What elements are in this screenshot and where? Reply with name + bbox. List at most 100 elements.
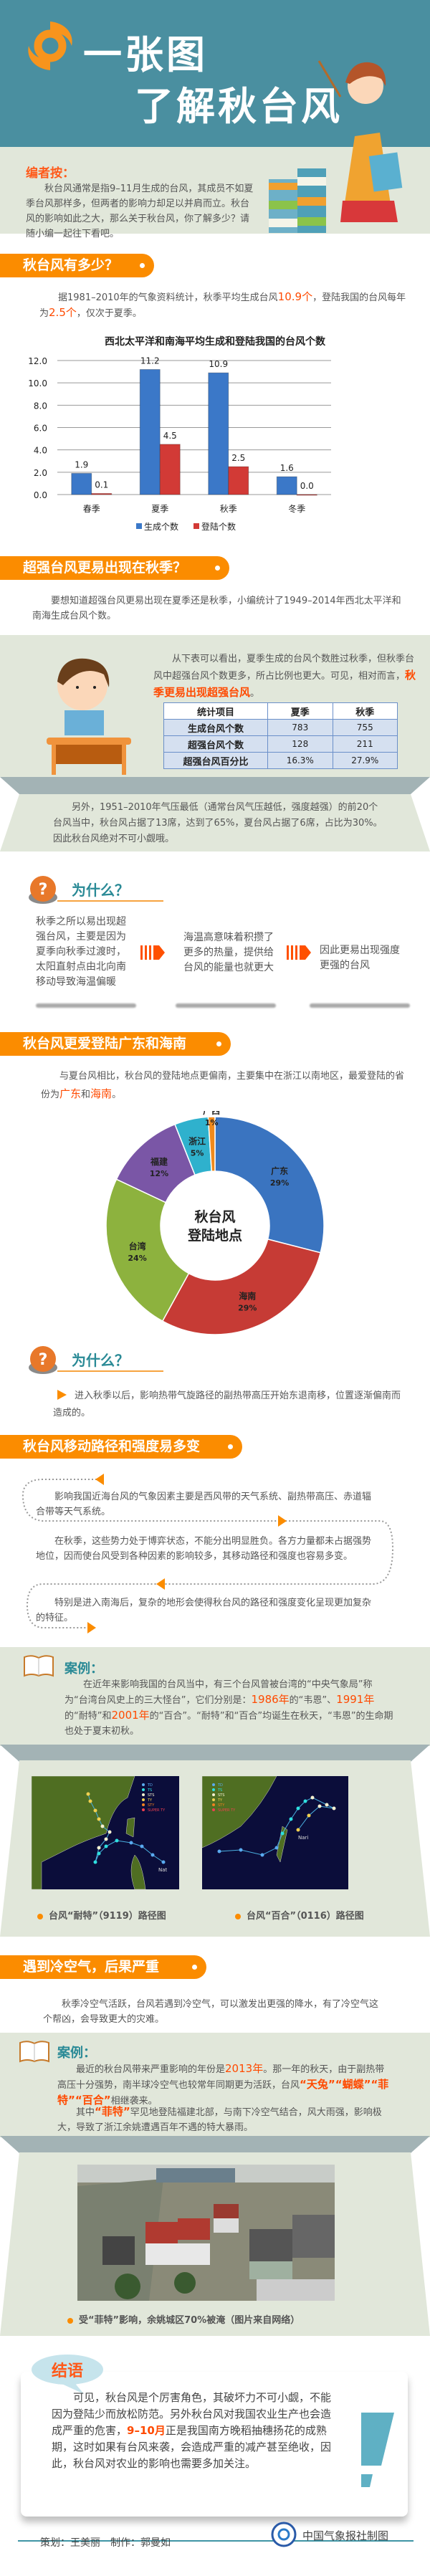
table-row: 生成台风个数 783 755: [163, 719, 398, 736]
section-heading-how-many: 秋台风有多少？: [0, 254, 154, 277]
text-segment: 罕见地登陆福建北部，与南下冷空气结合，风大雨强，影响极大，导致了浙江余姚遭遇百年…: [57, 2107, 382, 2133]
legend-label: 登陆个数: [201, 521, 236, 532]
slice-label: 广东: [271, 1165, 288, 1176]
text-segment: 。那一年的秋天，由于副热带高压十分强势，南半球冷空气也较常年同期更为活跃，台风: [57, 2064, 385, 2091]
speech-bubble: [32, 2355, 103, 2394]
legend-dot: [142, 1793, 145, 1796]
section-heading-landing: 秋台风更爱登陆广东和海南: [0, 1032, 231, 1056]
open-book-icon: [19, 2041, 49, 2063]
photo-caption: 受“菲特”影响，余姚城区70%被淹（图片来自网络）: [67, 2312, 300, 2326]
section2-paragraph: 要想知道超强台风更易出现在夏季还是秋季，小编统计了1949–2014年西北太平洋…: [32, 596, 401, 621]
section-heading-text: 秋台风有多少？: [23, 257, 119, 273]
donut-center-label: 登陆地点: [187, 1227, 242, 1244]
dot-icon: [192, 1965, 197, 1970]
track-point: [239, 1848, 243, 1852]
track-point: [303, 1799, 307, 1803]
track-point: [115, 1838, 119, 1843]
highlight-text: 9–10月: [127, 2424, 166, 2437]
arrow-right-icon: [287, 945, 311, 960]
text-segment: 其中: [76, 2107, 95, 2118]
bullet-icon: [235, 1913, 241, 1919]
bar-生成个数: [71, 472, 92, 495]
data-label: 1.9: [75, 459, 88, 469]
track-point: [93, 1860, 97, 1864]
track-point: [104, 1844, 108, 1848]
map-land: [201, 1776, 277, 1848]
track-point: [325, 1803, 329, 1807]
table-cell: 783: [267, 719, 333, 736]
table-cell: 128: [267, 735, 333, 753]
legend-dot: [142, 1803, 145, 1806]
highlight-text: 10.9个: [277, 290, 313, 303]
slice-label: 浙江: [188, 1136, 206, 1147]
section5-paragraph: 秋季冷空气活跃，台风若遇到冷空气，可以激发出更强的降水，有了冷空气这个帮凶，会导…: [43, 1999, 379, 2025]
table-cell: 16.3%: [267, 752, 333, 769]
boy-at-desk-illustration: [47, 658, 131, 775]
table-cell: 超强台风百分比: [163, 752, 268, 769]
track-point: [296, 1828, 300, 1832]
legend-label: TY: [147, 1798, 153, 1803]
why-underline: [57, 900, 163, 902]
donut-center-label: 秋台风: [194, 1208, 235, 1225]
section-heading-text: 遇到冷空气，后果严重: [23, 1959, 160, 1975]
bar-登陆个数: [159, 444, 181, 495]
reason-step-3: 因此更易出现强度更强的台风: [320, 945, 400, 971]
text-segment: 据1981–2010年的气象资料统计，秋季平均生成台风: [58, 292, 278, 303]
legend-dot: [212, 1783, 215, 1786]
play-triangle-icon: [57, 1390, 67, 1400]
bar-chart: 0.0 2.0 4.0 6.0 8.0 10.0 12.0 1.9 0.1 春季 11.2 4.5 夏季…: [28, 356, 331, 532]
exclamation-icon: [361, 2413, 394, 2487]
track-point: [88, 1799, 92, 1803]
y-tick-label: 10.0: [28, 378, 47, 388]
flow-text-3: 特别是进入南海后，复杂的地形会使得秋台风的路径和强度变化呈现更加复杂的特征。: [36, 1598, 372, 1623]
legend-label: TD: [217, 1783, 223, 1788]
why-title: 为什么？: [72, 882, 129, 899]
y-tick-label: 2.0: [34, 468, 47, 478]
cma-logo-icon: [271, 2522, 297, 2547]
typhoon-name-label: Nari: [298, 1835, 308, 1841]
x-tick-label: 夏季: [151, 504, 168, 514]
text-segment: 的“韦恩”、: [289, 1695, 337, 1706]
track-point: [289, 1817, 293, 1821]
slice-value: 29%: [270, 1178, 289, 1188]
dot-icon: [228, 1444, 233, 1449]
data-label: 11.2: [140, 356, 160, 366]
section-heading-super-typhoon: 超强台风更易出现在秋季？: [0, 556, 229, 580]
table-cell: 生成台风个数: [163, 719, 268, 736]
track-point: [296, 1806, 300, 1811]
text-segment: 在近年来影响我国的台风当中，有三个台风曾被台湾的“中央气象局”称为“台湾台风史上…: [64, 1679, 373, 1706]
legend-dot: [212, 1803, 215, 1806]
legend-label: STY: [218, 1803, 225, 1808]
slice-label: 广西: [203, 1111, 220, 1116]
donut-slice-海南: [161, 1238, 322, 1335]
bullet-icon: [37, 1913, 43, 1919]
highlight-text: 2.5个: [49, 306, 77, 319]
legend-dot: [212, 1793, 215, 1796]
track-point: [260, 1853, 264, 1857]
track-point: [274, 1846, 279, 1850]
dotted-flow-path: [22, 1474, 394, 1633]
title-line-1: 一张图: [83, 32, 208, 77]
legend-label: STS: [218, 1793, 224, 1798]
dot-icon: [215, 566, 220, 571]
section-heading-cold-air: 遇到冷空气，后果严重: [0, 1955, 206, 1979]
svg-text:?: ?: [39, 1351, 48, 1369]
flood-photo: [77, 2165, 335, 2301]
footer-credits: 策划：王美丽 制作：郭曼如: [40, 2537, 171, 2549]
divider-shade: [0, 1745, 430, 1762]
slice-value: 12%: [150, 1169, 168, 1178]
slice-value: 29%: [238, 1304, 257, 1313]
shadow-divider: [176, 1003, 276, 1008]
legend-label: 生成个数: [144, 521, 178, 532]
track-point: [97, 1817, 101, 1821]
divider-shade: [0, 777, 430, 794]
donut-slice-广东: [214, 1116, 325, 1254]
slice-value: 24%: [128, 1254, 146, 1263]
typhoon-swirl-icon: [28, 22, 72, 70]
legend-label: SUPER TY: [218, 1808, 236, 1813]
highlight-text: 2013年: [225, 2062, 264, 2075]
section-heading-text: 秋台风移动路径和强度易多变: [23, 1439, 201, 1454]
editor-note-label: 编者按：: [26, 166, 75, 181]
table-row: 超强台风个数 128 211: [163, 735, 398, 753]
arrow-right-icon: [140, 945, 165, 960]
